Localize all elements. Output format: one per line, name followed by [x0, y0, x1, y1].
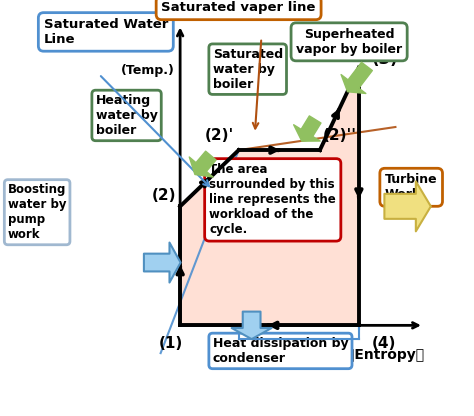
Text: Turbine
Work: Turbine Work [385, 173, 438, 201]
Text: S（Entropy）: S（Entropy） [336, 349, 424, 362]
Text: (4): (4) [372, 337, 396, 352]
Text: The area
surrounded by this
line represents the
workload of the
cycle.: The area surrounded by this line represe… [210, 163, 336, 236]
Text: Saturated
water by
boiler: Saturated water by boiler [213, 48, 283, 91]
Text: Superheated
vapor by boiler: Superheated vapor by boiler [296, 28, 402, 56]
Polygon shape [180, 67, 359, 325]
Text: Saturated Water
Line: Saturated Water Line [44, 18, 168, 46]
Text: (3): (3) [372, 50, 399, 68]
Text: (Temp.): (Temp.) [121, 64, 174, 77]
Text: Heating
water by
boiler: Heating water by boiler [96, 94, 157, 137]
Text: Saturated vaper line: Saturated vaper line [162, 1, 316, 15]
Text: (2)': (2)' [204, 128, 234, 143]
Text: (2)'': (2)'' [323, 128, 357, 143]
Text: T: T [155, 20, 166, 35]
Text: Heat dissipation by
condenser: Heat dissipation by condenser [213, 337, 348, 365]
Text: (1): (1) [158, 337, 182, 352]
Text: Boosting
water by
pump
work: Boosting water by pump work [8, 183, 66, 241]
Text: (2): (2) [152, 188, 176, 203]
